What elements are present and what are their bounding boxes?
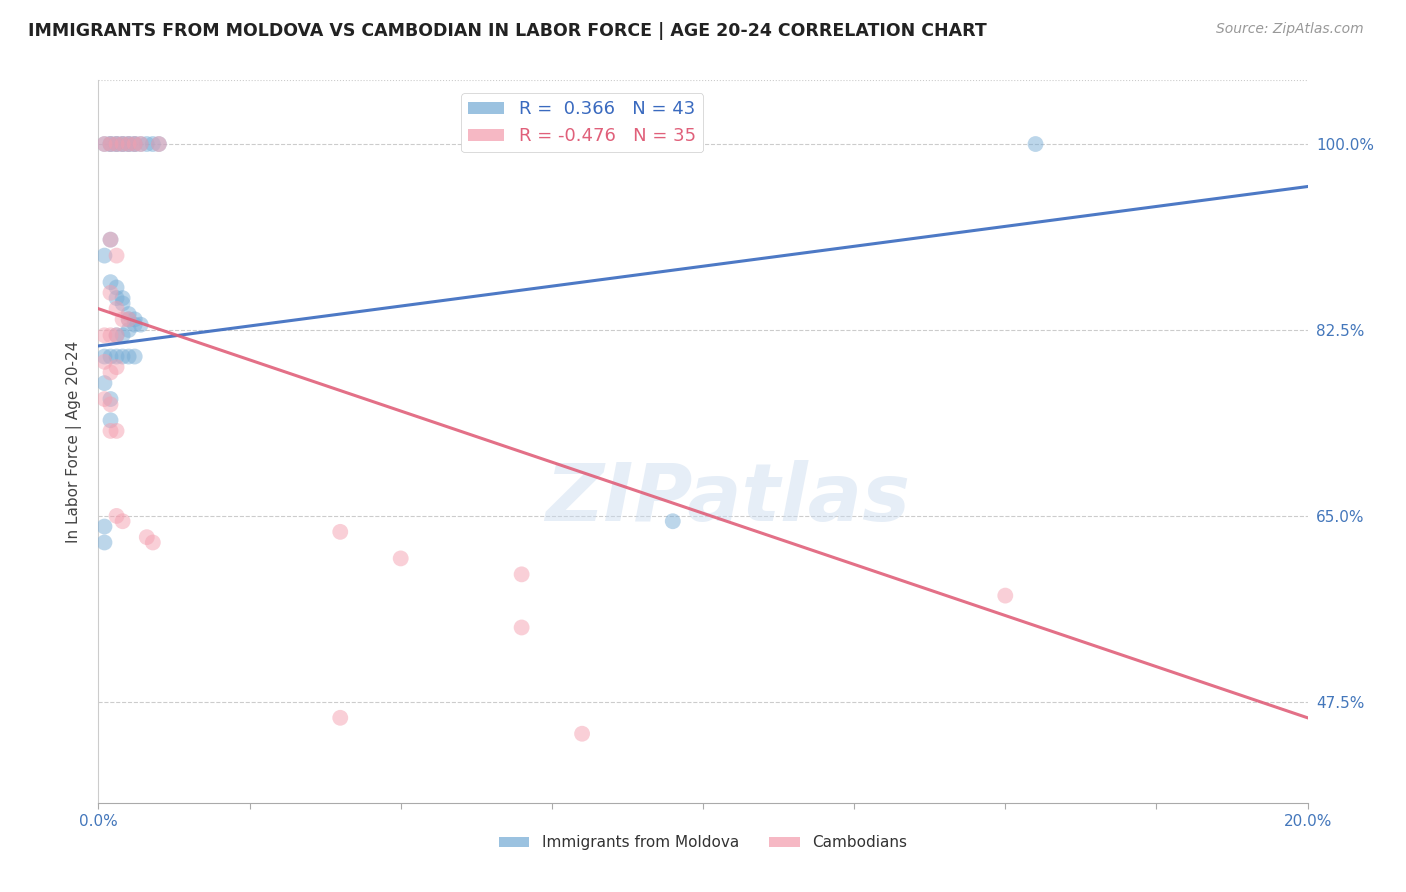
Point xyxy=(142,136,165,151)
Point xyxy=(100,366,122,380)
Point xyxy=(105,328,128,343)
Point xyxy=(93,249,115,263)
Point xyxy=(93,392,115,406)
Point xyxy=(118,136,141,151)
Point xyxy=(100,136,122,151)
Point xyxy=(100,397,122,411)
Point xyxy=(105,136,128,151)
Point xyxy=(111,350,134,364)
Point xyxy=(100,136,122,151)
Point xyxy=(100,328,122,343)
Point xyxy=(100,413,122,427)
Point xyxy=(93,519,115,533)
Point xyxy=(93,535,115,549)
Y-axis label: In Labor Force | Age 20-24: In Labor Force | Age 20-24 xyxy=(66,341,83,542)
Point xyxy=(129,136,152,151)
Legend: Immigrants from Moldova, Cambodians: Immigrants from Moldova, Cambodians xyxy=(492,830,914,856)
Point xyxy=(100,233,122,247)
Point xyxy=(105,328,128,343)
Point xyxy=(111,328,134,343)
Point xyxy=(105,508,128,523)
Text: ZIPatlas: ZIPatlas xyxy=(544,460,910,539)
Point xyxy=(124,350,146,364)
Point xyxy=(118,323,141,337)
Point xyxy=(111,291,134,305)
Point xyxy=(118,312,141,326)
Point xyxy=(100,285,122,300)
Point xyxy=(142,535,165,549)
Point xyxy=(118,136,141,151)
Point xyxy=(93,328,115,343)
Point xyxy=(135,136,157,151)
Point xyxy=(111,136,134,151)
Point xyxy=(135,530,157,544)
Point xyxy=(129,136,152,151)
Point xyxy=(100,350,122,364)
Point xyxy=(93,376,115,390)
Point xyxy=(105,291,128,305)
Point xyxy=(100,424,122,438)
Point xyxy=(1024,136,1046,151)
Point xyxy=(93,350,115,364)
Point xyxy=(124,136,146,151)
Point xyxy=(148,136,170,151)
Point xyxy=(105,350,128,364)
Point xyxy=(105,249,128,263)
Point xyxy=(124,312,146,326)
Point xyxy=(389,551,412,566)
Point xyxy=(111,312,134,326)
Point xyxy=(148,136,170,151)
Point xyxy=(105,136,128,151)
Point xyxy=(118,136,141,151)
Point xyxy=(994,589,1017,603)
Point xyxy=(129,318,152,332)
Point xyxy=(329,524,352,539)
Point xyxy=(100,392,122,406)
Point xyxy=(111,136,134,151)
Point xyxy=(100,275,122,289)
Point xyxy=(100,136,122,151)
Point xyxy=(111,514,134,528)
Point xyxy=(118,350,141,364)
Text: Source: ZipAtlas.com: Source: ZipAtlas.com xyxy=(1216,22,1364,37)
Point xyxy=(93,136,115,151)
Point xyxy=(124,318,146,332)
Point xyxy=(571,727,593,741)
Point xyxy=(661,514,683,528)
Point xyxy=(93,355,115,369)
Text: IMMIGRANTS FROM MOLDOVA VS CAMBODIAN IN LABOR FORCE | AGE 20-24 CORRELATION CHAR: IMMIGRANTS FROM MOLDOVA VS CAMBODIAN IN … xyxy=(28,22,987,40)
Point xyxy=(118,312,141,326)
Point xyxy=(100,233,122,247)
Point xyxy=(105,301,128,316)
Point xyxy=(124,136,146,151)
Point xyxy=(329,711,352,725)
Point xyxy=(105,280,128,294)
Point xyxy=(510,620,533,634)
Point xyxy=(105,360,128,375)
Point xyxy=(111,136,134,151)
Point xyxy=(111,296,134,310)
Point xyxy=(105,424,128,438)
Point xyxy=(118,307,141,321)
Point xyxy=(93,136,115,151)
Point xyxy=(124,136,146,151)
Point xyxy=(105,136,128,151)
Point xyxy=(510,567,533,582)
